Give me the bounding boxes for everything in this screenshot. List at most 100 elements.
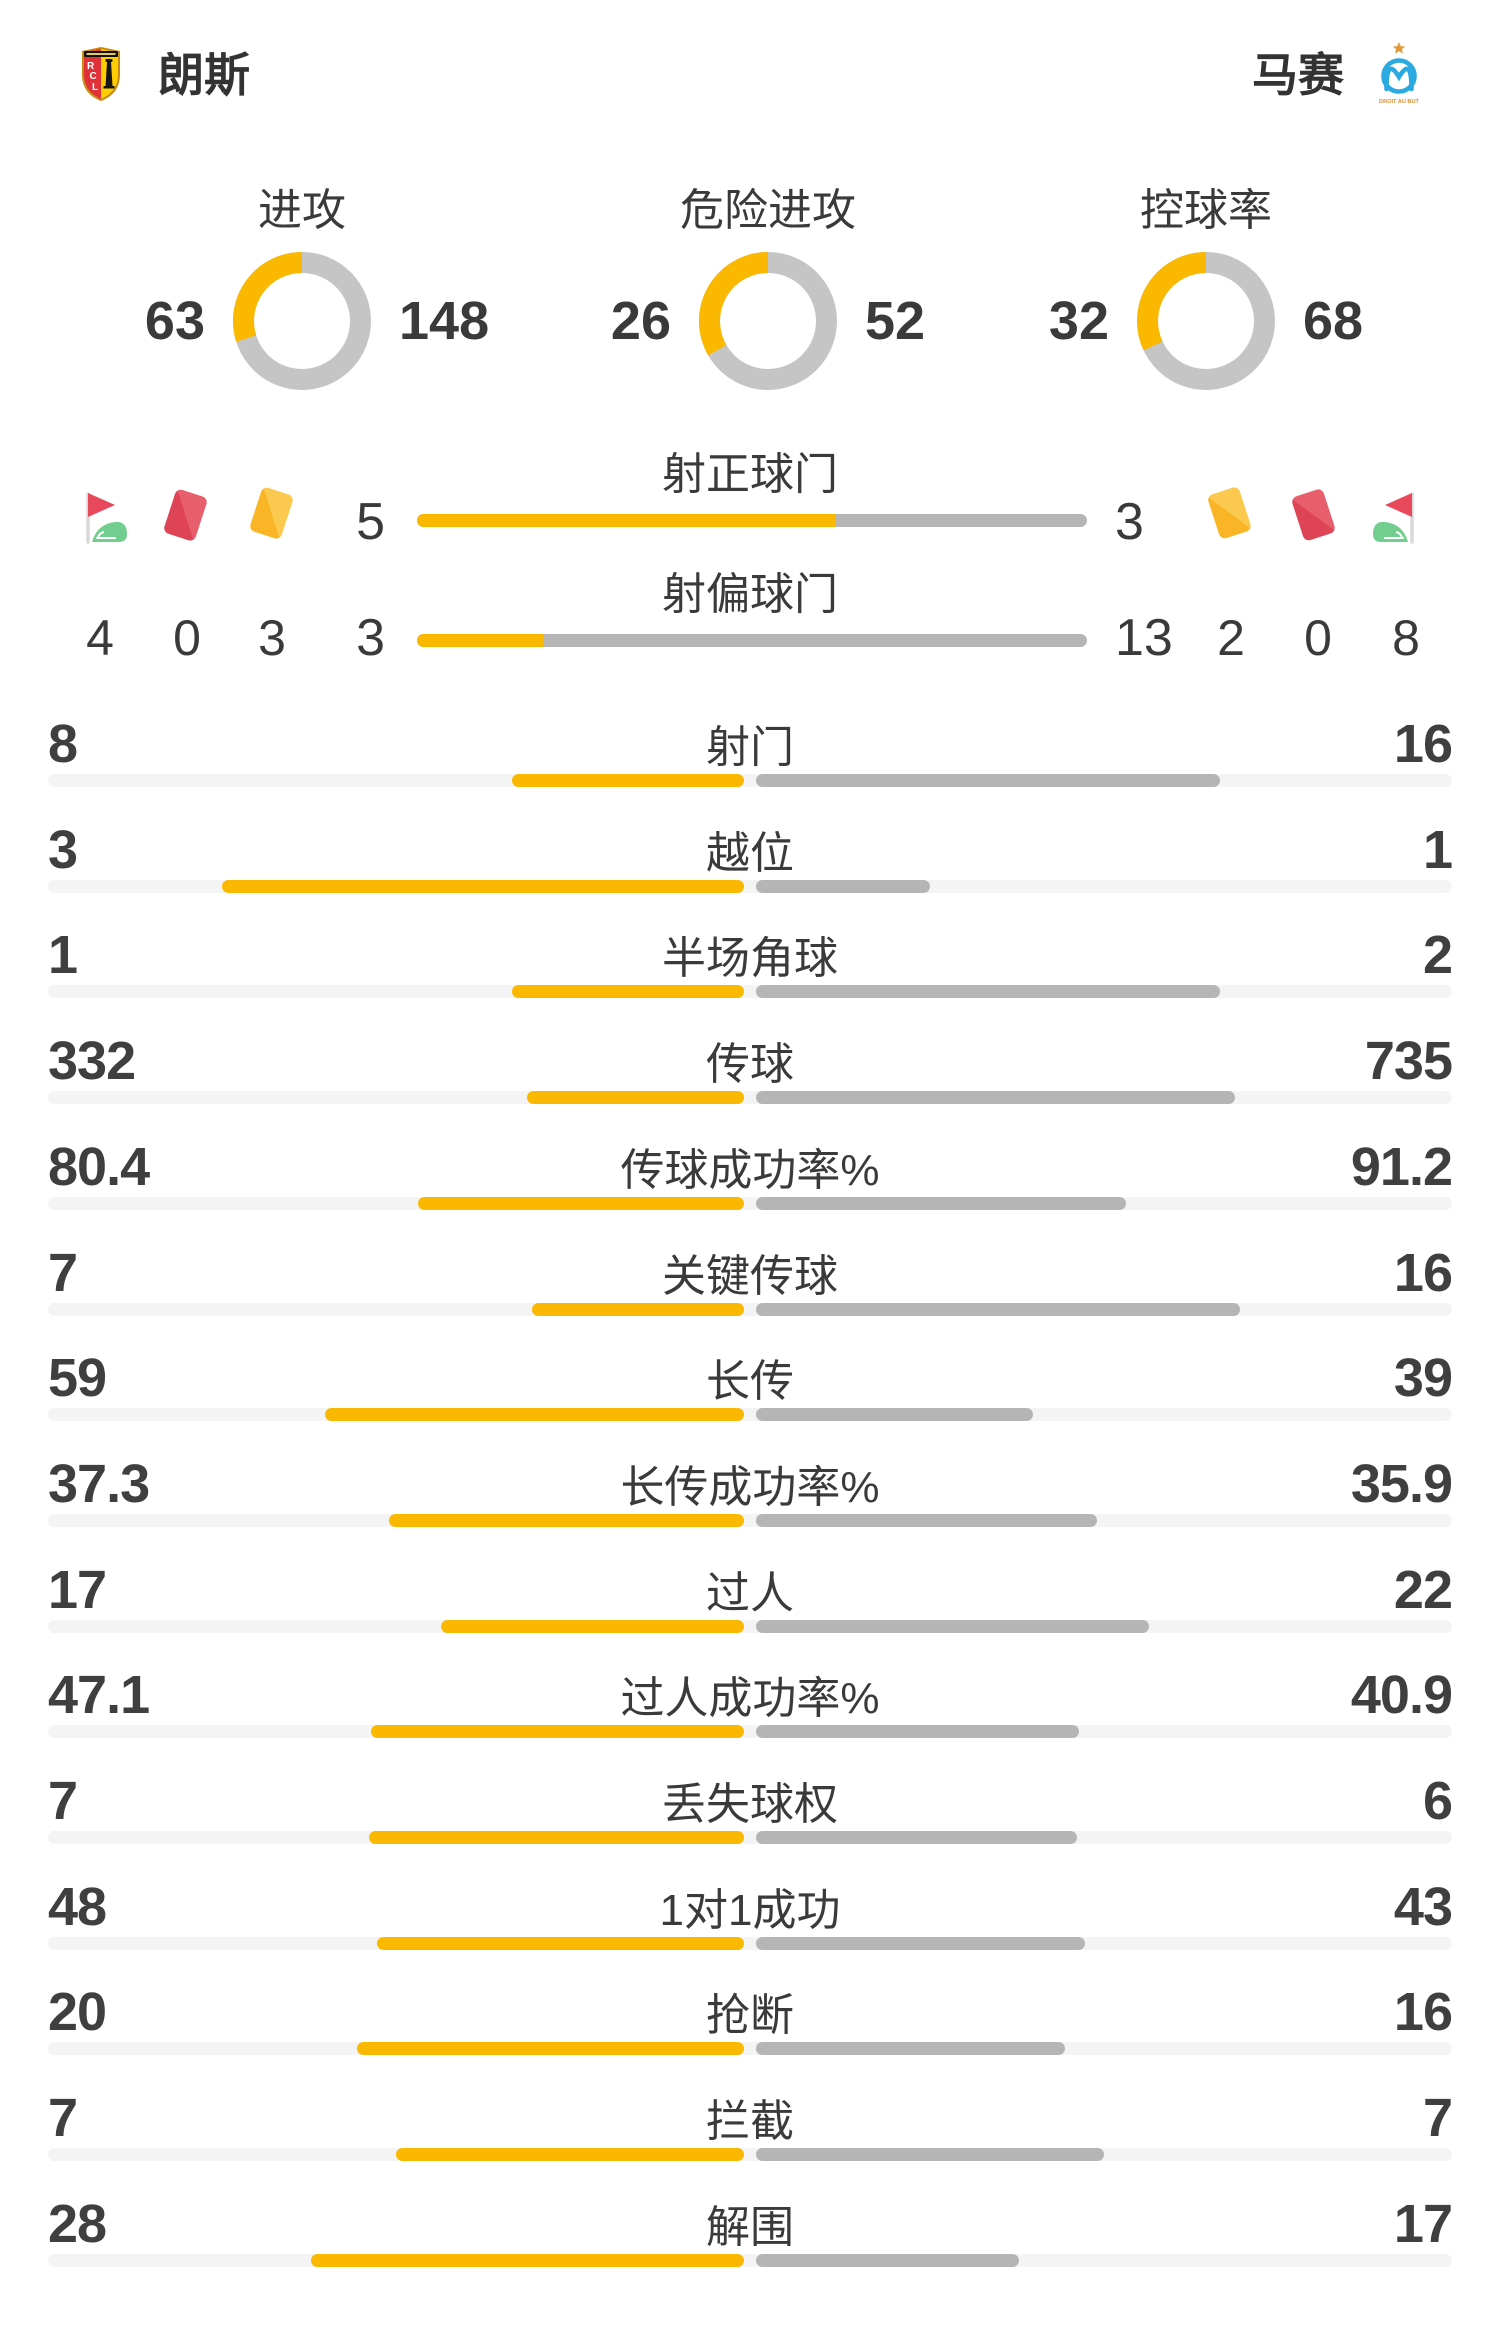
away-corners-count: 8: [1392, 610, 1420, 666]
stat-bar-away-fill: [756, 985, 1220, 998]
stat-row: 28 解围 17: [0, 2178, 1500, 2278]
home-corners-count: 4: [86, 610, 114, 666]
stat-away-value: 16: [1393, 714, 1453, 774]
shots-on-target-home-fill: [417, 514, 836, 527]
stat-bar-home-fill: [357, 2042, 744, 2055]
stat-bar-away-fill: [756, 774, 1220, 787]
home-yellow-cards-count: 3: [258, 610, 286, 666]
stat-bar-track: [48, 1937, 1452, 1950]
stat-label: 关键传球: [662, 1252, 838, 1301]
stat-home-value: 1: [48, 925, 78, 985]
stat-home-value: 37.3: [48, 1454, 150, 1514]
lens-shield-red-half: [84, 49, 101, 99]
stat-label: 长传: [706, 1357, 794, 1406]
stat-label: 过人成功率%: [620, 1674, 880, 1723]
donut-title: 危险进攻: [680, 186, 856, 235]
stat-bar-away-fill: [756, 1408, 1033, 1421]
stat-bar-home-fill: [512, 985, 744, 998]
shots-on-target-label: 射正球门: [662, 450, 838, 499]
stat-bar-track: [48, 774, 1452, 787]
donut-home-arc: [1137, 252, 1207, 351]
yellow-card-icon: [250, 487, 293, 539]
stat-row: 3 越位 1: [0, 804, 1500, 904]
stat-bar-home-fill: [369, 1831, 744, 1844]
om-ring: [1381, 58, 1417, 94]
stat-home-value: 7: [48, 1243, 78, 1303]
stat-row: 1 半场角球 2: [0, 909, 1500, 1009]
red-card-icon: [164, 489, 207, 541]
stat-away-value: 40.9: [1350, 1665, 1453, 1725]
stat-bar-away-fill: [756, 1197, 1126, 1210]
home-team-name: 朗斯: [158, 49, 250, 101]
stat-bar-away-fill: [756, 1514, 1097, 1527]
stat-bar-home-fill: [222, 880, 744, 893]
lens-rcl-letters: RCL: [87, 61, 98, 93]
stat-row: 8 射门 16: [0, 698, 1500, 798]
stat-away-value: 43: [1393, 1877, 1453, 1937]
corner-flag-icon: [86, 492, 127, 544]
stat-home-value: 7: [48, 2088, 78, 2148]
stat-label: 半场角球: [662, 934, 838, 983]
stat-home-value: 7: [48, 1771, 78, 1831]
stat-bar-away-fill: [756, 2254, 1019, 2267]
shots-on-target-home: 5: [356, 493, 385, 551]
stat-bar-track: [48, 1303, 1452, 1316]
stat-row: 80.4 传球成功率% 91.2: [0, 1121, 1500, 1221]
stat-away-value: 16: [1393, 1982, 1453, 2042]
stat-bar-home-fill: [371, 1725, 744, 1738]
stat-away-value: 17: [1393, 2194, 1453, 2254]
om-monogram: [1384, 66, 1414, 92]
svg-text:R: R: [87, 61, 95, 72]
away-yellow-cards-count: 2: [1217, 610, 1245, 666]
stat-bar-track: [48, 1408, 1452, 1421]
stat-bar-track: [48, 1725, 1452, 1738]
stat-away-value: 16: [1393, 1243, 1453, 1303]
stat-bar-track: [48, 1514, 1452, 1527]
stat-home-value: 48: [48, 1877, 107, 1937]
stat-label: 过人: [706, 1569, 794, 1618]
stat-away-value: 91.2: [1350, 1137, 1453, 1197]
stat-row: 37.3 长传成功率% 35.9: [0, 1438, 1500, 1538]
stat-bar-home-fill: [527, 1091, 744, 1104]
stat-label: 丢失球权: [662, 1780, 838, 1829]
donut-home-value: 63: [144, 291, 205, 351]
stat-away-value: 6: [1422, 1771, 1453, 1831]
stat-away-value: 735: [1364, 1031, 1453, 1091]
stat-bar-away-fill: [756, 2148, 1104, 2161]
donut-home-value: 32: [1048, 291, 1109, 351]
stat-away-value: 35.9: [1350, 1454, 1453, 1514]
red-card-icon: [1292, 489, 1335, 541]
stat-home-value: 80.4: [48, 1137, 150, 1197]
stat-home-value: 59: [48, 1348, 107, 1408]
shots-off-target-label: 射偏球门: [662, 570, 838, 619]
shots-off-target-home: 3: [356, 609, 385, 667]
stat-label: 长传成功率%: [620, 1463, 880, 1512]
stat-row: 59 长传 39: [0, 1332, 1500, 1432]
shots-off-target-bar: [417, 634, 1087, 647]
stat-row: 7 关键传球 16: [0, 1227, 1500, 1327]
stat-away-value: 39: [1393, 1348, 1453, 1408]
stat-bar-home-fill: [512, 774, 744, 787]
stat-bar-track: [48, 2148, 1452, 2161]
svg-text:C: C: [90, 71, 97, 82]
lens-lighthouse: [103, 59, 115, 89]
donut-home-arc: [699, 252, 769, 356]
stat-home-value: 20: [48, 1982, 107, 2042]
stat-bar-away-fill: [756, 1091, 1235, 1104]
stat-label: 1对1成功: [659, 1886, 841, 1935]
donut-home-value: 26: [610, 291, 671, 351]
stat-row: 7 拦截 7: [0, 2072, 1500, 2172]
stat-bar-away-fill: [756, 880, 930, 893]
stat-label: 解围: [706, 2203, 794, 2252]
marseille-club-logo: DROIT AU BUT: [1379, 42, 1420, 105]
stat-home-value: 28: [48, 2194, 107, 2254]
stat-bar-home-fill: [377, 1937, 744, 1950]
donut-title: 控球率: [1140, 186, 1272, 235]
stat-bar-away-fill: [756, 1725, 1079, 1738]
stat-row: 7 丢失球权 6: [0, 1755, 1500, 1855]
shots-on-target-bar: [417, 514, 1087, 527]
stat-label: 抢断: [706, 1991, 794, 2040]
stat-away-value: 7: [1422, 2088, 1453, 2148]
stat-row: 17 过人 22: [0, 1544, 1500, 1644]
